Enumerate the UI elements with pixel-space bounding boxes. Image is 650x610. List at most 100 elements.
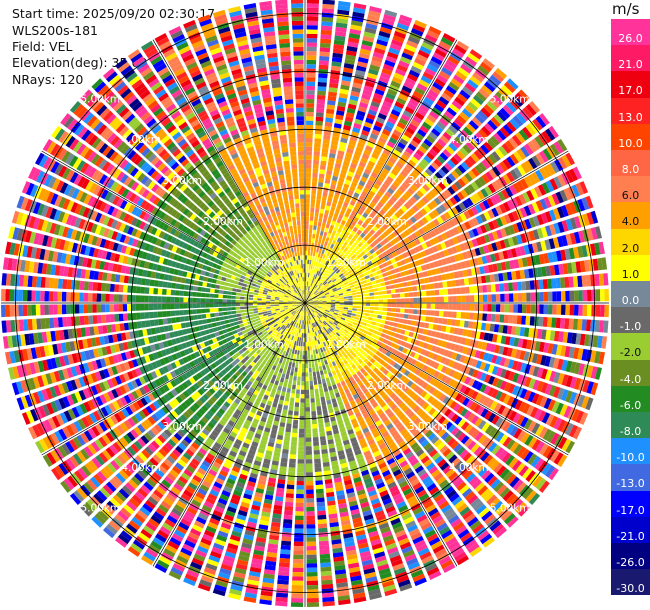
velocity-gate: [351, 277, 357, 282]
velocity-gate: [327, 161, 334, 167]
velocity-gate: [352, 308, 357, 311]
velocity-gate: [356, 333, 362, 339]
velocity-gate: [355, 223, 361, 229]
velocity-gate: [398, 334, 404, 340]
velocity-gate: [501, 452, 512, 463]
velocity-gate: [486, 494, 498, 506]
velocity-gate: [462, 329, 468, 337]
velocity-gate: [502, 272, 508, 281]
velocity-gate: [541, 130, 552, 143]
velocity-gate: [332, 384, 338, 390]
velocity-gate: [364, 381, 371, 387]
velocity-gate: [540, 240, 547, 251]
velocity-gate: [454, 460, 464, 470]
velocity-gate: [563, 188, 572, 201]
velocity-gate: [498, 449, 508, 461]
velocity-gate: [565, 218, 573, 231]
velocity-gate: [390, 312, 396, 317]
velocity-gate: [333, 167, 341, 173]
velocity-gate: [333, 212, 339, 218]
velocity-gate: [329, 148, 337, 155]
velocity-gate: [438, 181, 446, 191]
velocity-gate: [337, 5, 351, 11]
velocity-gate: [337, 181, 344, 188]
velocity-gate: [516, 281, 522, 291]
velocity-gate: [332, 48, 344, 54]
velocity-gate: [467, 426, 477, 436]
velocity-gate: [528, 121, 540, 134]
velocity-gate: [327, 315, 332, 318]
velocity-gate: [392, 262, 398, 269]
velocity-gate: [305, 229, 309, 234]
velocity-gate: [325, 113, 334, 119]
velocity-gate: [318, 314, 322, 318]
velocity-gate: [309, 303, 314, 306]
velocity-gate: [382, 100, 393, 109]
velocity-gate: [311, 363, 315, 368]
velocity-gate: [502, 490, 514, 502]
velocity-gate: [319, 324, 323, 329]
velocity-gate: [378, 337, 385, 342]
velocity-gate: [508, 410, 518, 422]
velocity-gate: [353, 283, 359, 287]
velocity-gate: [360, 290, 365, 294]
velocity-gate: [558, 331, 564, 343]
velocity-gate: [421, 381, 429, 390]
velocity-gate: [305, 420, 311, 425]
velocity-gate: [306, 307, 309, 312]
velocity-gate: [419, 187, 427, 195]
velocity-gate: [421, 291, 427, 297]
velocity-gate: [305, 450, 312, 455]
velocity-gate: [506, 439, 516, 450]
velocity-gate: [506, 249, 513, 259]
velocity-gate: [346, 175, 353, 182]
velocity-gate: [454, 180, 463, 190]
velocity-gate: [460, 374, 468, 383]
velocity-gate: [339, 295, 344, 298]
velocity-gate: [425, 263, 431, 270]
velocity-gate: [462, 397, 470, 407]
velocity-gate: [306, 294, 309, 299]
velocity-gate: [355, 326, 361, 331]
velocity-gate: [293, 545, 304, 551]
velocity-gate: [321, 307, 326, 310]
velocity-gate: [351, 292, 357, 296]
velocity-gate: [305, 355, 308, 360]
velocity-gate: [354, 397, 361, 404]
velocity-gate: [369, 105, 379, 112]
velocity-gate: [421, 356, 428, 364]
velocity-gate: [509, 169, 519, 181]
velocity-gate: [357, 434, 365, 441]
velocity-gate: [313, 445, 320, 451]
velocity-gate: [305, 194, 310, 199]
velocity-gate: [308, 242, 311, 247]
velocity-gate: [447, 437, 456, 447]
velocity-gate: [443, 311, 449, 318]
velocity-gate: [380, 268, 386, 273]
velocity-gate: [315, 393, 320, 398]
velocity-gate: [438, 415, 446, 425]
velocity-gate: [366, 361, 373, 368]
velocity-gate: [326, 219, 332, 225]
velocity-gate: [402, 252, 408, 259]
velocity-gate: [483, 385, 491, 395]
velocity-gate: [547, 278, 553, 289]
velocity-gate: [332, 216, 338, 222]
velocity-gate: [326, 316, 332, 320]
velocity-gate: [484, 374, 492, 384]
velocity-gate: [441, 66, 453, 77]
velocity-gate: [440, 165, 450, 175]
velocity-gate: [376, 160, 385, 168]
velocity-gate: [352, 305, 357, 309]
velocity-gate: [439, 289, 444, 296]
velocity-gate: [332, 335, 337, 340]
velocity-gate: [313, 155, 320, 161]
velocity-gate: [487, 304, 492, 312]
velocity-gate: [351, 313, 356, 317]
velocity-gate: [374, 394, 381, 401]
velocity-gate: [428, 449, 438, 458]
velocity-gate: [306, 328, 308, 334]
velocity-gate: [412, 573, 426, 583]
velocity-gate: [530, 455, 541, 468]
velocity-gate: [331, 270, 336, 276]
